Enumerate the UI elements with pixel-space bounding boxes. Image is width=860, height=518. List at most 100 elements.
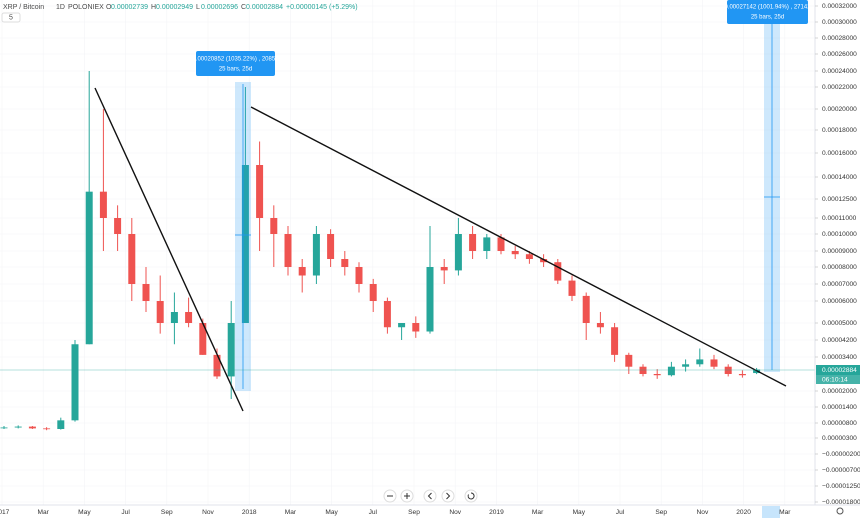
x-tick-label: Sep — [655, 509, 667, 516]
y-tick-label: 0.00004200 — [822, 337, 857, 344]
x-axis: 2017 Mar May Jul Sep Nov 2018 Mar May Jul Sep Nov 20… — [0, 509, 791, 516]
candle-body — [57, 420, 65, 429]
x-tick-label: Jul — [616, 509, 625, 516]
y-tick-label: 0.00018000 — [822, 127, 857, 134]
candle-body — [199, 323, 207, 355]
scroll-right[interactable] — [441, 489, 455, 503]
y-tick-label: 0.00022000 — [822, 84, 857, 91]
trend-line — [94, 87, 244, 412]
y-tick-label: 0.00005000 — [822, 320, 857, 327]
candle-body — [156, 301, 164, 323]
settings[interactable] — [836, 507, 844, 515]
collapse-button[interactable] — [1, 12, 21, 23]
y-tick-label: 0.00007000 — [822, 281, 857, 288]
candle-body — [170, 312, 178, 323]
candle-body — [412, 323, 420, 332]
y-tick-label: 0.00010000 — [822, 231, 857, 238]
x-range-highlight — [762, 506, 780, 518]
x-tick-label: Nov — [202, 509, 214, 516]
candles — [0, 71, 761, 431]
grid — [0, 0, 815, 505]
trend-line — [250, 106, 787, 387]
candle-body — [525, 254, 533, 259]
candle-body — [185, 312, 193, 323]
y-tick-label: −0.00000200 — [822, 451, 860, 458]
icon — [467, 492, 475, 500]
y-tick-label: −0.00001250 — [822, 483, 860, 490]
x-tick-label: Nov — [697, 509, 709, 516]
ohlc-value: 0.00002949 — [156, 4, 193, 11]
y-tick-label: 0.00026000 — [822, 51, 857, 58]
reset[interactable] — [464, 489, 478, 503]
ohlc-value: 0.00002696 — [201, 4, 238, 11]
candle-body — [454, 234, 462, 271]
candle-body — [369, 284, 377, 301]
x-tick-label: May — [573, 509, 586, 516]
candle-body — [43, 428, 51, 430]
collapse-label[interactable]: 5 — [9, 14, 13, 21]
x-tick-label: Mar — [779, 509, 791, 516]
candle-body — [710, 359, 718, 367]
candle-body — [341, 259, 349, 267]
x-tick-label: 2019 — [489, 509, 504, 516]
ohlc: O 0.00002739 H 0.00002949 L 0.00002696 C 0.0000… — [106, 4, 358, 11]
candle-body — [398, 323, 406, 328]
y-tick-label: 0.00014000 — [822, 174, 857, 181]
interval: 1D — [56, 4, 65, 11]
candle-body — [469, 234, 477, 251]
x-tick-label: Jul — [369, 509, 378, 516]
ohlc-key: O — [106, 4, 112, 11]
y-tick-label: 0.00000800 — [822, 420, 857, 427]
x-tick-label: Mar — [285, 509, 297, 516]
candle-body — [14, 426, 22, 428]
candle-body — [71, 344, 79, 421]
candle-body — [0, 427, 8, 429]
candle-body — [355, 267, 363, 284]
candle-body — [696, 359, 704, 365]
y-tick-label: −0.00000700 — [822, 467, 860, 474]
candle-body — [639, 366, 647, 374]
ohlc-value: 0.00002739 — [111, 4, 148, 11]
candle-body — [511, 251, 519, 255]
ohlc-key: L — [196, 4, 200, 11]
countdown-text: 06:10:14 — [822, 376, 848, 383]
x-tick-label: Sep — [408, 509, 420, 516]
measure-label — [727, 0, 808, 24]
y-tick-label: 0.00020000 — [822, 106, 857, 113]
x-tick-label: Nov — [449, 509, 461, 516]
candle-body — [738, 374, 746, 376]
candle-body — [284, 234, 292, 267]
x-tick-label: 2020 — [736, 509, 751, 516]
plot-area — [0, 6, 815, 502]
icon — [404, 493, 410, 499]
y-tick-label: 0.00012500 — [822, 196, 857, 203]
icon — [427, 492, 432, 500]
x-tick-label: Sep — [161, 509, 173, 516]
candle-body — [327, 234, 335, 259]
candle-body — [667, 366, 675, 376]
scroll-left[interactable] — [423, 489, 437, 503]
x-tick-label: Mar — [38, 509, 50, 516]
measure-text: 0.00027142 (1001.94%) , 27142 — [724, 5, 811, 11]
candle-body — [568, 280, 576, 296]
measure-text: 0.00020852 (1035.22%) , 20852 — [192, 57, 279, 63]
candle-body — [213, 354, 221, 377]
measure-text: 25 bars, 25d — [219, 67, 252, 73]
candle-body — [241, 165, 249, 323]
candle-body — [540, 259, 548, 263]
symbol: XRP / Bitcoin — [3, 4, 44, 11]
x-tick-label: May — [78, 509, 91, 516]
y-tick-label: 0.00032000 — [822, 3, 857, 10]
y-tick-label: 0.00030000 — [822, 19, 857, 26]
candle-body — [142, 284, 150, 301]
y-tick-label: 0.00003400 — [822, 354, 857, 361]
x-tick-label: 2018 — [242, 509, 257, 516]
candle-body — [426, 267, 434, 332]
x-tick-label: Jul — [121, 509, 130, 516]
ohlc-key: H — [151, 4, 156, 11]
countdown-tag — [816, 375, 860, 384]
candle-body — [440, 267, 448, 271]
candle-body — [85, 191, 93, 345]
candle-body — [28, 426, 36, 429]
candle-body — [497, 237, 505, 251]
